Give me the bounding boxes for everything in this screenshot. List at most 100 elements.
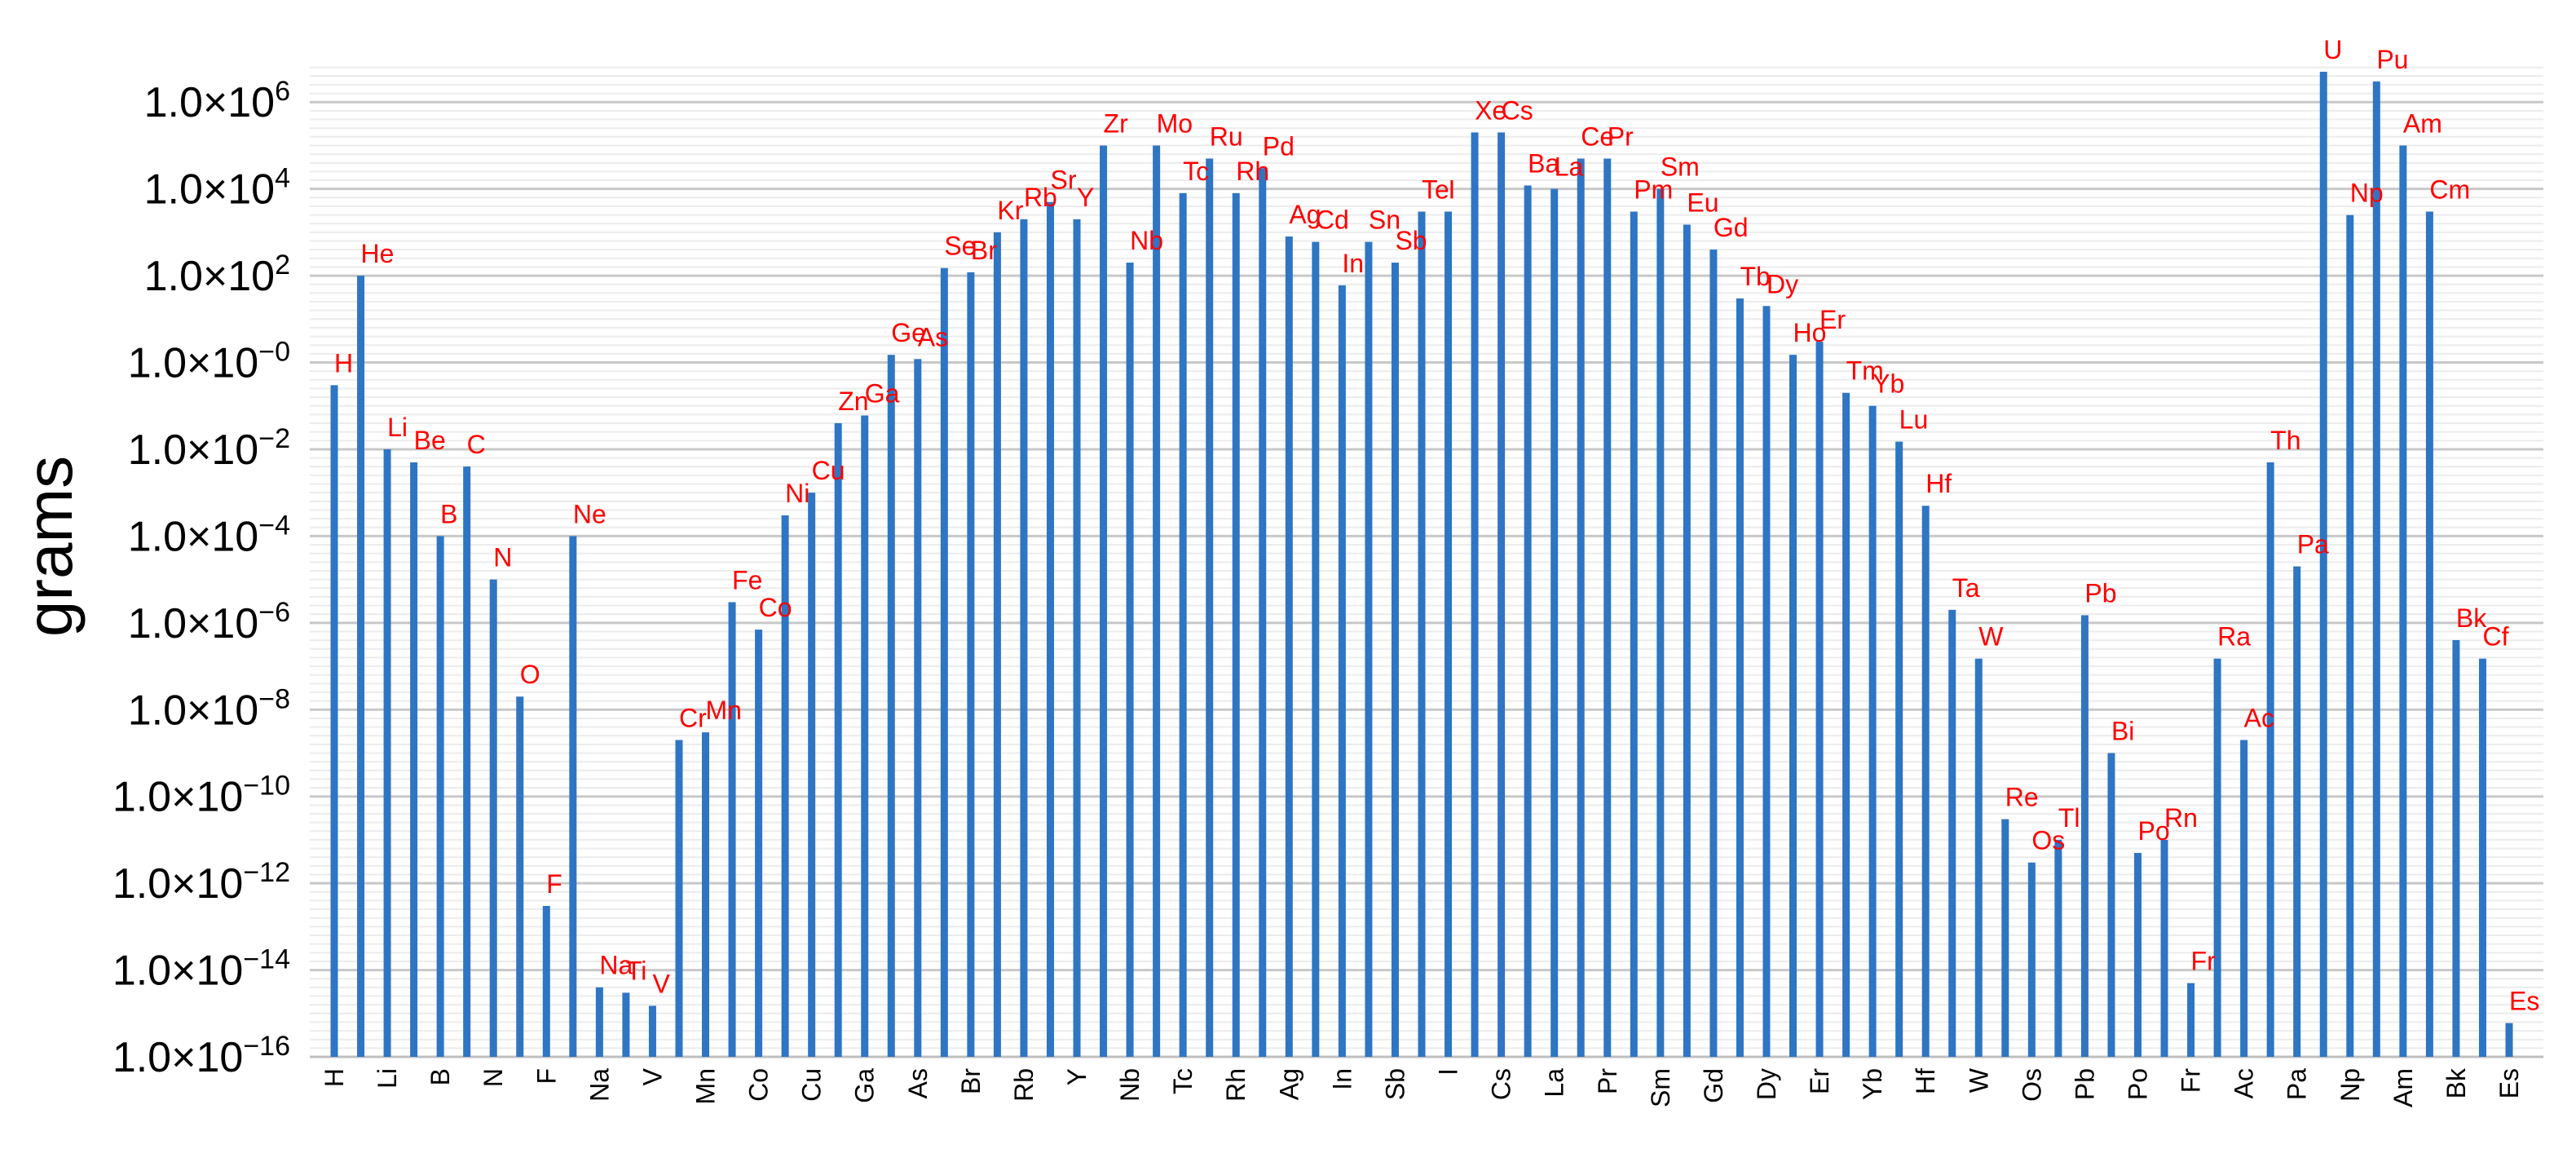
bar-ra <box>2213 658 2221 1057</box>
bar-hf <box>1921 506 1930 1057</box>
data-label-cd: Cd <box>1316 205 1349 235</box>
x-tick-label: H <box>320 1068 349 1087</box>
data-label-pd: Pd <box>1263 131 1295 161</box>
data-label-eu: Eu <box>1687 188 1718 217</box>
bar-es <box>2505 1023 2513 1057</box>
data-label-xe: Xe <box>1475 95 1506 125</box>
x-tick-label: In <box>1327 1068 1356 1090</box>
data-label-zn: Zn <box>838 387 868 416</box>
x-tick-label: Co <box>744 1068 774 1102</box>
data-label-ra: Ra <box>2217 622 2251 652</box>
y-axis-ticks: 1.0×10−16 1.0×10−14 1.0×10−12 1.0×10−10 1.0×… <box>112 76 290 1081</box>
data-label-es: Es <box>2509 987 2539 1016</box>
data-label-ba: Ba <box>1528 148 1559 178</box>
bar-yb <box>1868 405 1877 1057</box>
x-tick-label: Fr <box>2177 1068 2206 1094</box>
bar-th <box>2266 462 2274 1057</box>
bar-na <box>595 987 603 1057</box>
bar-lu <box>1895 441 1903 1057</box>
x-tick-label: Sm <box>1646 1068 1675 1107</box>
y-tick-label: 1.0×10−14 <box>112 944 290 995</box>
data-label-fr: Fr <box>2191 947 2217 976</box>
bar-se <box>940 267 948 1058</box>
x-tick-label: F <box>532 1068 561 1085</box>
data-label-tm: Tm <box>1846 356 1884 386</box>
data-label-la: La <box>1555 152 1584 182</box>
x-tick-label: V <box>637 1067 667 1085</box>
x-tick-label: Na <box>584 1068 614 1102</box>
data-label-ne: Ne <box>573 499 607 528</box>
data-label-ge: Ge <box>891 318 926 347</box>
data-label-fe: Fe <box>732 565 762 594</box>
bar-zr <box>1100 145 1108 1057</box>
bar-bi <box>2107 753 2115 1057</box>
bar-y <box>1073 219 1081 1057</box>
data-label-am: Am <box>2403 108 2442 138</box>
data-label-zr: Zr <box>1104 108 1129 138</box>
bar-i <box>1445 211 1453 1058</box>
bar-o <box>516 696 524 1057</box>
data-label-in: In <box>1342 249 1364 278</box>
bar-bk <box>2452 640 2460 1057</box>
data-label-bk: Bk <box>2456 603 2487 633</box>
x-tick-label: Cs <box>1487 1068 1516 1100</box>
bar-ta <box>1948 609 1956 1057</box>
data-label-ru: Ru <box>1210 122 1243 151</box>
data-label-yb: Yb <box>1872 369 1904 399</box>
data-label-ta: Ta <box>1952 573 1980 603</box>
data-label-mn: Mn <box>706 696 742 725</box>
data-label-te: Te <box>1422 175 1449 204</box>
data-label-sn: Sn <box>1369 205 1400 235</box>
x-tick-label: B <box>426 1068 455 1085</box>
bar-fr <box>2187 983 2195 1057</box>
x-tick-label: Br <box>956 1068 986 1094</box>
x-tick-label: Os <box>2017 1068 2046 1102</box>
bar-pd <box>1259 168 1267 1058</box>
x-tick-label: Am <box>2389 1068 2418 1107</box>
data-label-sr: Sr <box>1050 166 1076 195</box>
data-label-po: Po <box>2137 816 2169 846</box>
bar-w <box>1974 658 1983 1057</box>
bar-ge <box>887 355 895 1057</box>
x-tick-label: Yb <box>1858 1068 1887 1100</box>
bar-np <box>2346 214 2354 1057</box>
x-tick-label: Po <box>2123 1068 2152 1100</box>
bar-os <box>2027 862 2036 1057</box>
bar-rh <box>1232 192 1240 1058</box>
gridlines <box>310 66 2543 1058</box>
data-label-b: B <box>440 499 457 528</box>
x-tick-label: Tc <box>1168 1068 1198 1094</box>
bar-ti <box>622 992 630 1057</box>
data-label-ac: Ac <box>2244 703 2274 732</box>
data-label-sb: Sb <box>1395 226 1427 255</box>
x-tick-label: Er <box>1805 1068 1834 1094</box>
bar-v <box>648 1005 656 1057</box>
data-label-gd: Gd <box>1714 213 1749 242</box>
bar-pu <box>2372 81 2380 1057</box>
data-label-u: U <box>2323 35 2342 64</box>
bar-ni <box>781 515 789 1057</box>
x-tick-label: Np <box>2336 1068 2365 1102</box>
x-tick-label: Bk <box>2441 1067 2471 1098</box>
bar-tb <box>1736 298 1744 1057</box>
data-label-rn: Rn <box>2164 803 2198 833</box>
bar-kr <box>993 232 1001 1057</box>
bar-n <box>489 579 497 1057</box>
data-label-ga: Ga <box>865 379 900 409</box>
data-label-mo: Mo <box>1157 108 1193 138</box>
data-label-pr: Pr <box>1608 122 1634 151</box>
bar-mo <box>1153 145 1161 1057</box>
data-label-cs: Cs <box>1502 95 1533 125</box>
bar-zn <box>834 422 842 1057</box>
data-label-np: Np <box>2350 179 2384 208</box>
bar-ga <box>861 415 869 1057</box>
data-label-as: As <box>918 322 948 351</box>
y-tick-label: 1.0×10−6 <box>128 597 290 647</box>
data-label-er: Er <box>1820 305 1846 334</box>
bar-co <box>755 630 763 1057</box>
data-label-sm: Sm <box>1661 152 1700 182</box>
bar-er <box>1815 342 1824 1057</box>
bar-ho <box>1789 355 1797 1057</box>
data-label-ce: Ce <box>1581 122 1614 151</box>
